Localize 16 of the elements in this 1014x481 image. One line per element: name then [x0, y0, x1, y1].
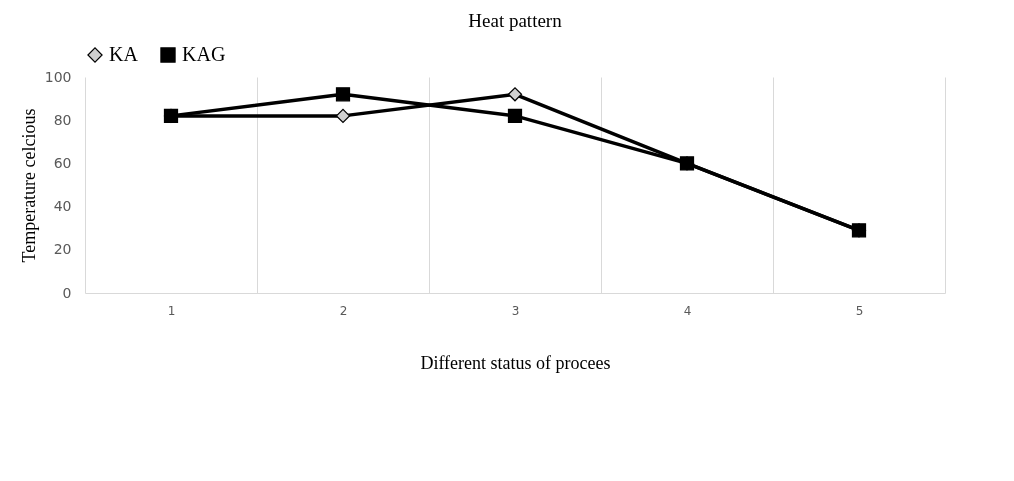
- x-tick-label: 3: [511, 303, 520, 318]
- y-tick-label: 60: [53, 154, 72, 171]
- y-tick-label: 100: [44, 68, 72, 85]
- legend-label: KA: [109, 43, 139, 65]
- x-tick-label: 4: [683, 303, 692, 318]
- legend-label: KAG: [182, 43, 226, 65]
- y-tick-label: 0: [62, 284, 72, 301]
- x-tick-label: 2: [339, 303, 348, 318]
- y-tick-label: 40: [53, 198, 72, 215]
- y-tick-label: 20: [53, 241, 72, 258]
- y-axis-title: Temperature celcious: [18, 108, 39, 263]
- x-tick-label: 5: [855, 303, 864, 318]
- x-tick-label: 1: [167, 303, 176, 318]
- x-axis-title: Different status of procees: [420, 352, 611, 373]
- chart-title: Heat pattern: [468, 10, 563, 31]
- y-tick-label: 80: [53, 111, 72, 128]
